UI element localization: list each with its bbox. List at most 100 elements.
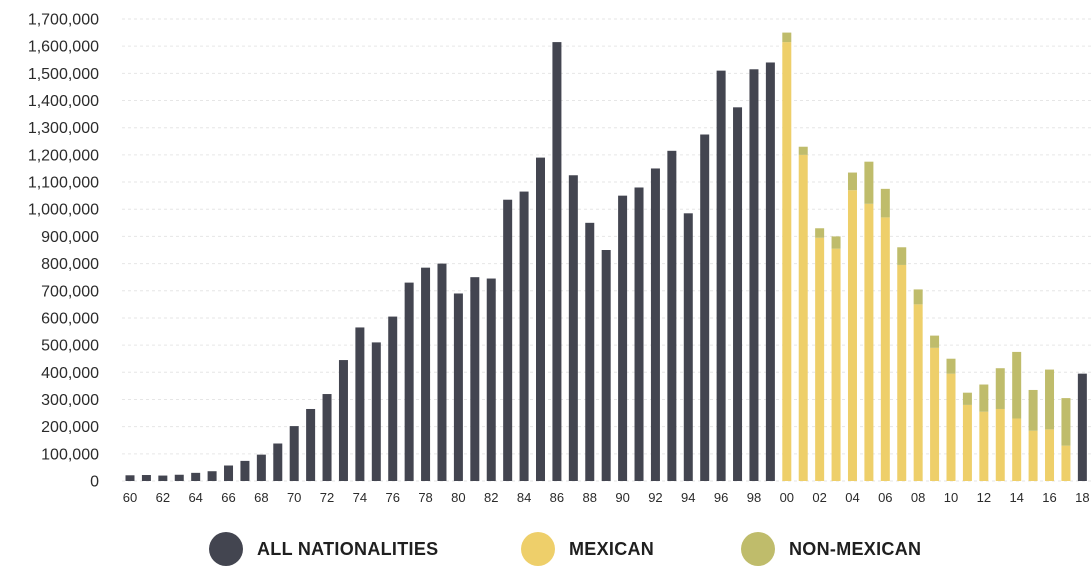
legend-label-non-mexican: NON-MEXICAN [789, 538, 922, 559]
bar-non-mexican-08 [913, 289, 923, 305]
bar-mexican-03 [831, 248, 841, 481]
bar-all-nationalities-90 [618, 195, 628, 481]
bar-all-nationalities-64 [191, 472, 201, 481]
bar-all-nationalities-81 [470, 277, 480, 481]
bar-all-nationalities-83 [503, 199, 513, 481]
bar-non-mexican-17 [1061, 398, 1071, 446]
y-tick-label: 500,000 [41, 338, 99, 355]
bar-all-nationalities-87 [568, 175, 578, 481]
bar-non-mexican-13 [995, 368, 1005, 409]
x-tick-label: 00 [780, 490, 794, 505]
x-axis-ticks: 60 62 64 66 68 70 72 74 76 78 80 82 84 86 88 90 92 94 96 98… [123, 490, 1090, 505]
bar-all-nationalities-68 [256, 454, 266, 481]
bar-mexican-14 [1012, 418, 1022, 481]
bar-all-nationalities-74 [355, 327, 365, 481]
bar-all-nationalities-86 [552, 42, 562, 481]
bar-all-nationalities-93 [667, 150, 677, 481]
bar-all-nationalities-92 [650, 168, 660, 481]
x-tick-label: 72 [320, 490, 334, 505]
x-tick-label: 10 [944, 490, 958, 505]
bar-mexican-16 [1045, 429, 1055, 481]
y-tick-label: 1,300,000 [28, 120, 99, 137]
y-tick-label: 1,500,000 [28, 66, 99, 83]
bar-all-nationalities-71 [306, 408, 316, 481]
bar-all-nationalities-63 [174, 474, 184, 481]
bar-non-mexican-09 [930, 335, 940, 348]
x-tick-label: 12 [977, 490, 991, 505]
legend: ALL NATIONALITIES MEXICAN NON-MEXICAN [0, 528, 1092, 566]
bar-chart: 1,700,000 1,600,000 1,500,000 1,400,000 1,30… [28, 12, 1092, 505]
bar-non-mexican-04 [847, 172, 857, 191]
bar-mexican-00 [782, 42, 792, 481]
x-tick-label: 06 [878, 490, 892, 505]
bar-non-mexican-14 [1012, 351, 1022, 419]
x-tick-label: 74 [353, 490, 367, 505]
y-tick-label: 0 [90, 474, 99, 491]
bar-all-nationalities-88 [585, 222, 595, 481]
x-tick-label: 02 [812, 490, 826, 505]
bar-all-nationalities-69 [273, 443, 283, 481]
bar-all-nationalities-79 [437, 263, 447, 481]
x-tick-label: 86 [550, 490, 564, 505]
bar-all-nationalities-61 [141, 475, 151, 481]
bar-all-nationalities-18 [1077, 373, 1087, 481]
x-tick-label: 18 [1075, 490, 1089, 505]
bar-non-mexican-06 [880, 188, 890, 218]
bar-all-nationalities-91 [634, 187, 644, 482]
x-tick-label: 66 [221, 490, 235, 505]
bar-all-nationalities-66 [224, 465, 234, 481]
x-tick-label: 90 [615, 490, 629, 505]
bars [125, 32, 1087, 482]
legend-item-all-nationalities: ALL NATIONALITIES [209, 532, 438, 566]
bar-all-nationalities-76 [388, 316, 398, 481]
y-tick-label: 1,100,000 [28, 175, 99, 192]
bar-mexican-07 [897, 264, 907, 481]
bar-all-nationalities-62 [158, 475, 168, 481]
x-tick-label: 98 [747, 490, 761, 505]
bar-all-nationalities-73 [338, 360, 348, 481]
bar-non-mexican-01 [798, 146, 808, 155]
y-tick-label: 300,000 [41, 392, 99, 409]
bar-non-mexican-15 [1028, 389, 1038, 431]
bar-all-nationalities-84 [519, 191, 529, 481]
x-tick-label: 70 [287, 490, 301, 505]
bar-mexican-02 [815, 237, 825, 481]
bar-all-nationalities-72 [322, 394, 332, 481]
y-tick-label: 1,400,000 [28, 93, 99, 110]
bar-mexican-12 [979, 411, 989, 481]
bar-non-mexican-00 [782, 32, 792, 43]
legend-item-non-mexican: NON-MEXICAN [741, 532, 921, 566]
bar-all-nationalities-98 [749, 69, 759, 481]
bar-mexican-04 [847, 190, 857, 481]
y-tick-label: 1,000,000 [28, 202, 99, 219]
x-tick-label: 76 [385, 490, 399, 505]
x-tick-label: 80 [451, 490, 465, 505]
bar-non-mexican-12 [979, 384, 989, 412]
bar-mexican-15 [1028, 430, 1038, 481]
bar-mexican-08 [913, 304, 923, 481]
x-tick-label: 78 [418, 490, 432, 505]
x-tick-label: 82 [484, 490, 498, 505]
bar-all-nationalities-96 [716, 70, 726, 481]
legend-label-mexican: MEXICAN [569, 538, 655, 559]
bar-mexican-17 [1061, 445, 1071, 481]
bar-all-nationalities-80 [453, 293, 463, 481]
bar-all-nationalities-89 [601, 250, 611, 481]
x-tick-label: 04 [845, 490, 859, 505]
bar-non-mexican-02 [815, 228, 825, 238]
bar-non-mexican-07 [897, 247, 907, 265]
y-tick-label: 1,200,000 [28, 147, 99, 164]
legend-label-all-nationalities: ALL NATIONALITIES [257, 538, 439, 559]
y-tick-label: 900,000 [41, 229, 99, 246]
y-tick-label: 200,000 [41, 419, 99, 436]
y-tick-label: 400,000 [41, 365, 99, 382]
bar-mexican-13 [995, 408, 1005, 481]
x-tick-label: 68 [254, 490, 268, 505]
bar-all-nationalities-65 [207, 471, 217, 481]
x-tick-label: 84 [517, 490, 531, 505]
bar-non-mexican-16 [1045, 369, 1055, 430]
x-tick-label: 88 [583, 490, 597, 505]
y-tick-label: 1,600,000 [28, 39, 99, 56]
bar-all-nationalities-94 [683, 213, 693, 481]
bar-all-nationalities-75 [371, 342, 381, 481]
